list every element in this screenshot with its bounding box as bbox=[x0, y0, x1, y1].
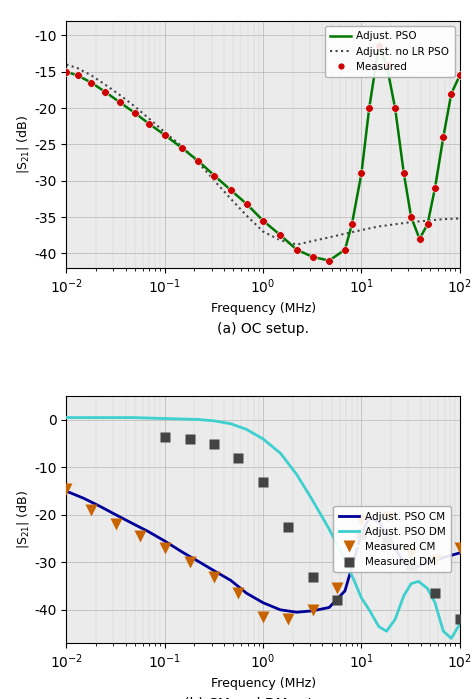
Legend: Adjust. PSO, Adjust. no LR PSO, Measured: Adjust. PSO, Adjust. no LR PSO, Measured bbox=[325, 26, 455, 77]
Text: (a) OC setup.: (a) OC setup. bbox=[217, 322, 309, 336]
X-axis label: Frequency (MHz): Frequency (MHz) bbox=[210, 677, 316, 690]
Text: (b) CM and DM setups.: (b) CM and DM setups. bbox=[184, 698, 342, 699]
Y-axis label: |S$_{21}$| (dB): |S$_{21}$| (dB) bbox=[15, 490, 31, 549]
X-axis label: Frequency (MHz): Frequency (MHz) bbox=[210, 302, 316, 315]
Legend: Adjust. PSO CM, Adjust. PSO DM, Measured CM, Measured DM: Adjust. PSO CM, Adjust. PSO DM, Measured… bbox=[333, 506, 451, 572]
Y-axis label: |S$_{21}$| (dB): |S$_{21}$| (dB) bbox=[15, 115, 31, 174]
